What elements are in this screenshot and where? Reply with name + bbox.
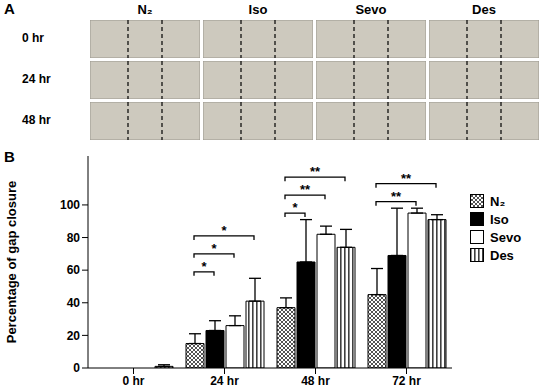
html-text:B: B: [4, 148, 15, 165]
html-text:A: A: [4, 0, 15, 17]
svg-text:0 hr: 0 hr: [122, 374, 144, 388]
svg-text:100: 100: [60, 198, 80, 212]
svg-text:Percentage of gap closure: Percentage of gap closure: [4, 181, 19, 344]
html-text:Sevo: Sevo: [355, 2, 387, 17]
svg-text:*: *: [221, 223, 227, 238]
svg-text:20: 20: [67, 329, 81, 343]
html-text:Sevo: Sevo: [490, 229, 522, 245]
svg-text:*: *: [211, 241, 217, 256]
html-text:Des: Des: [490, 247, 514, 263]
html-text:Iso: Iso: [248, 2, 268, 17]
html-text:24 hr: 24 hr: [22, 72, 51, 86]
svg-text:0: 0: [73, 361, 80, 375]
svg-text:48 hr: 48 hr: [301, 374, 330, 388]
svg-text:60: 60: [67, 263, 81, 277]
html-text:Iso: Iso: [490, 211, 509, 227]
svg-text:80: 80: [67, 231, 81, 245]
html-text:0 hr: 0 hr: [22, 31, 44, 45]
svg-text:**: **: [310, 164, 321, 179]
svg-text:24 hr: 24 hr: [210, 374, 239, 388]
html-text:Des: Des: [472, 2, 496, 17]
svg-text:**: **: [401, 171, 412, 186]
html-text:N₂: N₂: [490, 193, 506, 209]
html-text:48 hr: 48 hr: [22, 113, 51, 127]
svg-text:72 hr: 72 hr: [392, 374, 421, 388]
svg-text:*: *: [292, 200, 298, 215]
html-text:N₂: N₂: [137, 2, 153, 17]
svg-text:*: *: [201, 259, 207, 274]
svg-text:**: **: [391, 189, 402, 204]
svg-text:**: **: [300, 182, 311, 197]
svg-text:40: 40: [67, 296, 81, 310]
